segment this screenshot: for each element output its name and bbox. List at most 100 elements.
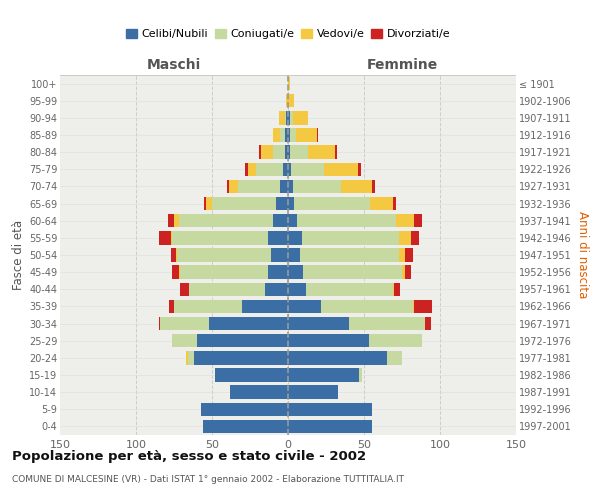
Bar xyxy=(273,214,288,228)
Bar xyxy=(405,248,413,262)
Bar xyxy=(159,231,171,244)
Bar xyxy=(288,420,371,433)
Bar xyxy=(288,334,368,347)
Bar xyxy=(174,300,242,313)
Bar xyxy=(172,334,197,347)
Bar xyxy=(177,248,271,262)
Bar xyxy=(288,77,290,90)
Bar xyxy=(288,248,300,262)
Bar xyxy=(180,266,268,279)
Bar xyxy=(288,162,291,176)
Bar xyxy=(359,368,362,382)
Y-axis label: Anni di nascita: Anni di nascita xyxy=(576,212,589,298)
Bar xyxy=(425,317,431,330)
Bar xyxy=(172,231,268,244)
Bar xyxy=(396,214,414,228)
Bar xyxy=(399,231,411,244)
Text: COMUNE DI MALCESINE (VR) - Dati ISTAT 1° gennaio 2002 - Elaborazione TUTTITALIA.: COMUNE DI MALCESINE (VR) - Dati ISTAT 1°… xyxy=(12,475,404,484)
Bar xyxy=(297,214,396,228)
Bar xyxy=(288,128,290,141)
Bar xyxy=(288,351,387,364)
Legend: Celibi/Nubili, Coniugati/e, Vedovi/e, Divorziati/e: Celibi/Nubili, Coniugati/e, Vedovi/e, Di… xyxy=(124,26,452,42)
Bar xyxy=(168,214,174,228)
Bar xyxy=(288,386,338,399)
Bar xyxy=(171,248,176,262)
Text: Popolazione per età, sesso e stato civile - 2002: Popolazione per età, sesso e stato civil… xyxy=(12,450,366,463)
Bar xyxy=(335,146,337,159)
Bar xyxy=(176,248,177,262)
Bar xyxy=(229,180,238,193)
Bar xyxy=(285,146,288,159)
Bar xyxy=(188,351,194,364)
Y-axis label: Fasce di età: Fasce di età xyxy=(11,220,25,290)
Bar xyxy=(186,351,188,364)
Bar xyxy=(268,231,288,244)
Bar xyxy=(288,266,303,279)
Bar xyxy=(387,351,402,364)
Bar xyxy=(206,197,212,210)
Bar xyxy=(317,128,319,141)
Bar xyxy=(322,300,413,313)
Bar xyxy=(260,146,273,159)
Bar xyxy=(285,128,288,141)
Bar xyxy=(308,146,335,159)
Bar xyxy=(179,266,180,279)
Bar xyxy=(290,146,308,159)
Bar xyxy=(325,162,358,176)
Bar xyxy=(293,180,341,193)
Bar xyxy=(265,282,288,296)
Bar xyxy=(293,111,308,124)
Bar xyxy=(189,282,265,296)
Bar xyxy=(248,162,256,176)
Bar xyxy=(242,300,288,313)
Bar xyxy=(288,368,359,382)
Bar xyxy=(402,266,405,279)
Bar xyxy=(256,162,283,176)
Bar xyxy=(368,334,422,347)
Bar xyxy=(245,162,248,176)
Bar xyxy=(205,197,206,210)
Bar xyxy=(286,94,288,108)
Bar xyxy=(280,180,288,193)
Bar xyxy=(303,266,402,279)
Bar xyxy=(159,317,160,330)
Bar xyxy=(202,402,288,416)
Bar xyxy=(288,282,306,296)
Bar xyxy=(271,248,288,262)
Bar xyxy=(285,111,286,124)
Bar xyxy=(288,214,297,228)
Bar xyxy=(212,197,276,210)
Bar xyxy=(394,282,400,296)
Bar xyxy=(288,94,294,108)
Bar xyxy=(288,197,294,210)
Bar xyxy=(300,248,399,262)
Bar xyxy=(286,111,288,124)
Bar xyxy=(171,231,172,244)
Bar xyxy=(215,368,288,382)
Bar xyxy=(230,386,288,399)
Bar xyxy=(370,197,393,210)
Bar xyxy=(288,180,293,193)
Bar xyxy=(227,180,229,193)
Bar xyxy=(273,128,280,141)
Bar xyxy=(414,300,433,313)
Bar xyxy=(174,214,179,228)
Bar xyxy=(283,162,288,176)
Bar xyxy=(290,111,293,124)
Bar xyxy=(294,197,370,210)
Bar xyxy=(288,402,371,416)
Bar xyxy=(291,162,325,176)
Bar xyxy=(411,231,419,244)
Bar xyxy=(358,162,361,176)
Bar xyxy=(276,197,288,210)
Bar xyxy=(306,282,393,296)
Bar xyxy=(280,128,285,141)
Bar xyxy=(197,334,288,347)
Bar xyxy=(160,317,209,330)
Bar xyxy=(268,266,288,279)
Bar xyxy=(179,214,273,228)
Bar xyxy=(414,214,422,228)
Bar xyxy=(209,317,288,330)
Bar xyxy=(288,300,322,313)
Bar xyxy=(405,266,411,279)
